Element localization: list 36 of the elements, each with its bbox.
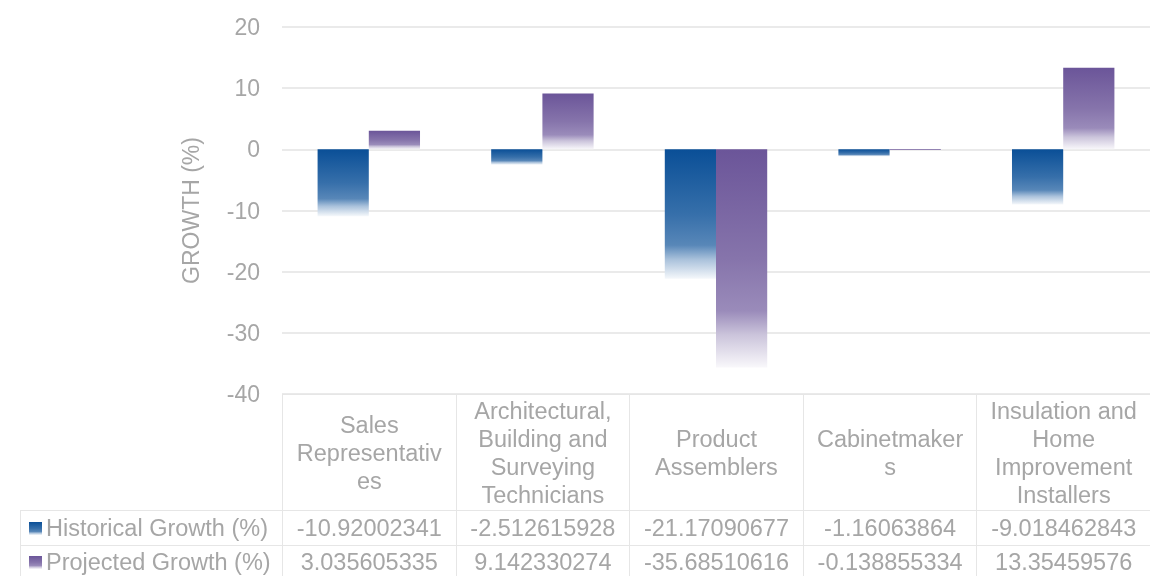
y-tick-label: -10: [226, 197, 260, 224]
y-tick-label: -20: [226, 258, 260, 285]
x-tick-label: Insulation and Home Improvement Installers: [989, 396, 1138, 509]
data-label: -2.512615928: [470, 514, 616, 542]
bar: [838, 149, 890, 157]
y-tick-label: 20: [234, 14, 260, 40]
bar: [317, 149, 369, 217]
data-label: -1.16063864: [824, 514, 957, 542]
table-cell: Sales Representatives: [282, 394, 457, 511]
data-label: -10.92002341: [296, 514, 442, 542]
data-label: -35.68510616: [643, 548, 790, 576]
data-label: 13.35459576: [995, 548, 1133, 576]
bar: [1011, 149, 1064, 205]
table-cell: Historical Growth (%): [20, 510, 283, 546]
data-label: -0.138855334: [817, 548, 963, 576]
y-tick-label: 10: [234, 75, 260, 102]
data-label: 3.035605335: [300, 548, 438, 576]
bar: [491, 149, 543, 165]
legend-label: Historical Growth (%): [46, 514, 268, 542]
bar: [542, 93, 594, 150]
data-label: 9.142330274: [474, 548, 612, 576]
y-axis-title: GROWTH (%): [177, 137, 204, 284]
bar: [664, 149, 716, 279]
bar: [368, 130, 421, 150]
x-tick-label: Cabinetmakers: [815, 424, 965, 481]
data-label: -9.018462843: [991, 514, 1137, 542]
x-tick-label: Architectural, Building and Surveying Technicians: [473, 396, 613, 509]
bar: [1063, 67, 1115, 150]
x-tick-label: Sales Representatives: [295, 410, 443, 495]
y-tick-label: -40: [226, 381, 260, 407]
legend-label: Projected Growth (%): [46, 548, 271, 576]
y-tick-label: -30: [226, 319, 260, 346]
bar: [716, 149, 768, 368]
x-tick-label: Product Assemblers: [654, 424, 779, 481]
data-label: -21.17090677: [643, 514, 790, 542]
y-tick-label: 0: [247, 136, 260, 163]
